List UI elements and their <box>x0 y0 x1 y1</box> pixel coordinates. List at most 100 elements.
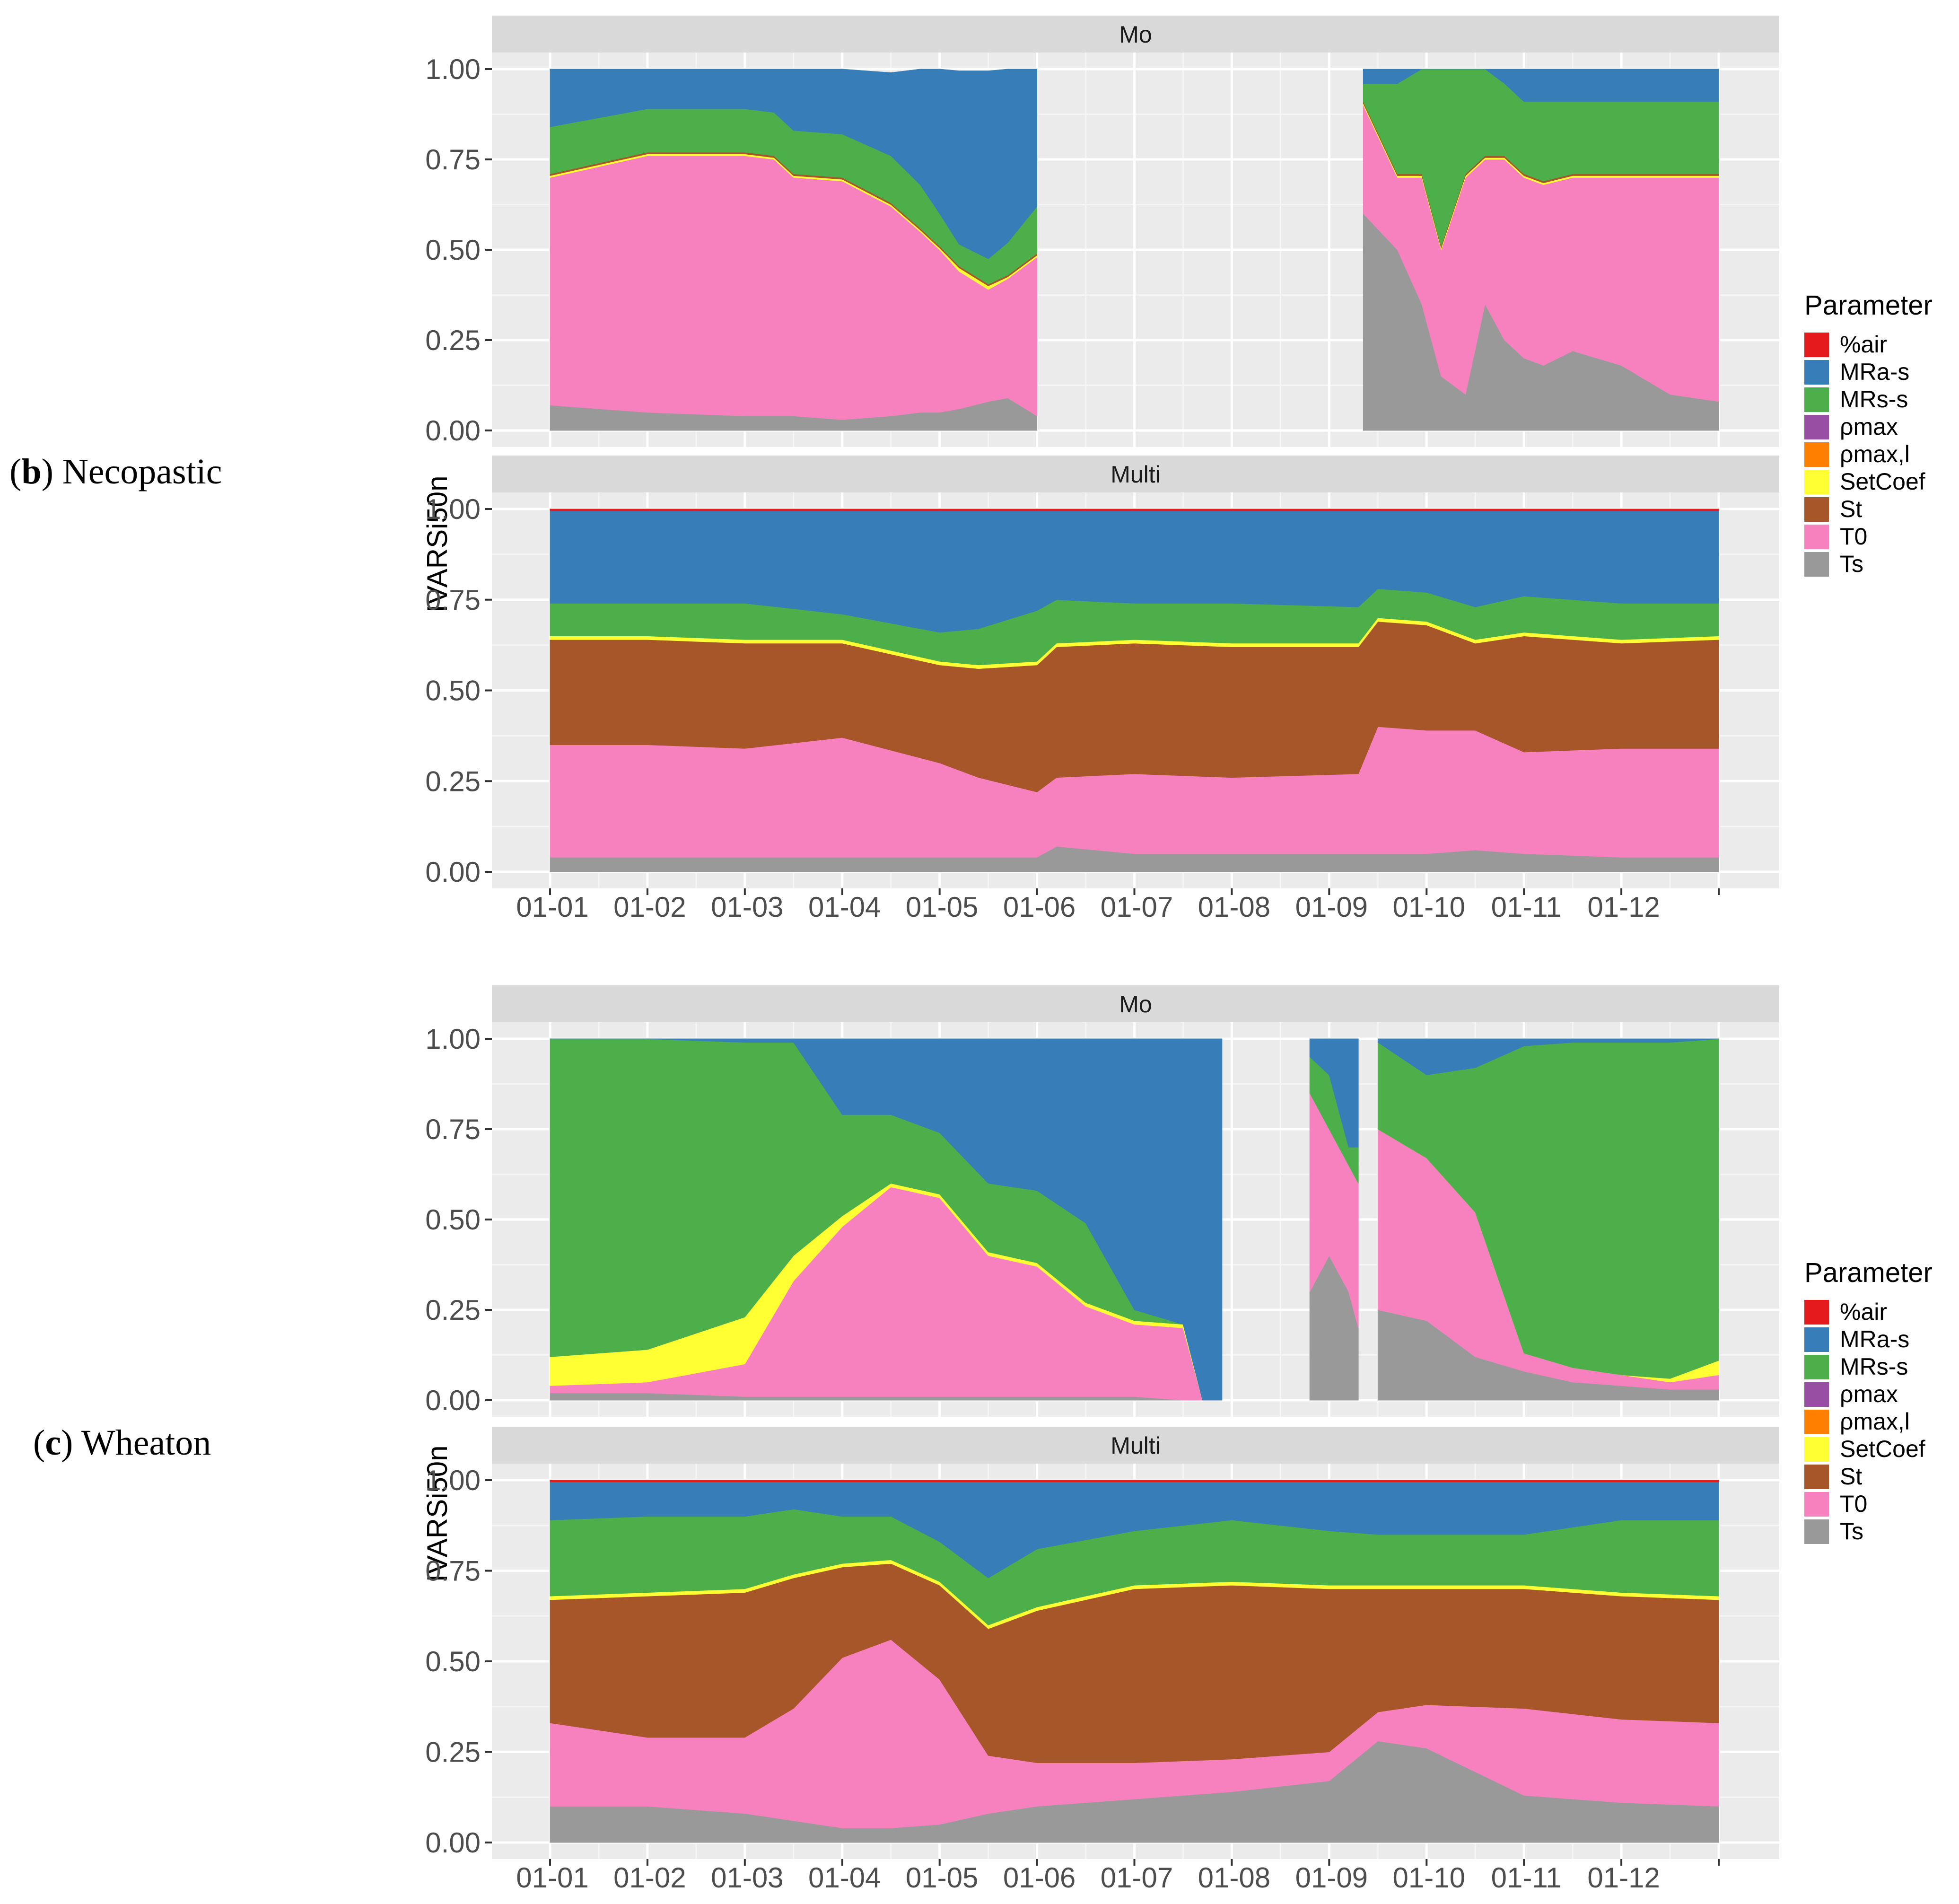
series-area-mra-s-seg0 <box>550 1038 1223 1401</box>
x-tick-label: 01-05 <box>906 1862 978 1894</box>
chart-0: (b) Necopastic IVARSi50n Mo 0.00 0.25 0.50 0.7… <box>9 16 1933 923</box>
panel-multi: Multi 0.00 0.25 0.50 0.75 1.00 01-01 01-02 01-03… <box>425 1427 1779 1894</box>
panel-mo: Mo 0.00 0.25 0.50 0.75 1.00 <box>425 985 1779 1417</box>
legend-item-label: St <box>1840 1463 1862 1490</box>
legend: Parameter %airMRa-sMRs-sρmaxρmax,lSetCoef… <box>1804 290 1933 577</box>
x-tick-label: 01-09 <box>1295 1862 1368 1894</box>
x-tick-label: 01-12 <box>1587 1862 1660 1894</box>
y-tick-label: 1.00 <box>425 53 481 85</box>
x-tick-label: 01-07 <box>1101 891 1173 923</box>
legend-swatch <box>1804 1519 1829 1544</box>
x-tick-label: 01-08 <box>1198 891 1270 923</box>
panel-multi: Multi 0.00 0.25 0.50 0.75 1.00 01-01 01-02 01-03… <box>425 456 1779 923</box>
legend: Parameter %airMRa-sMRs-sρmaxρmax,lSetCoef… <box>1804 1257 1933 1544</box>
x-tick-label: 01-02 <box>613 1862 686 1894</box>
legend-item-label: %air <box>1840 331 1887 358</box>
x-tick-label: 01-06 <box>1003 891 1076 923</box>
legend-item-label: MRa-s <box>1840 1326 1909 1352</box>
legend-item-label: %air <box>1840 1299 1887 1325</box>
legend-title: Parameter <box>1804 290 1933 321</box>
legend-swatch <box>1804 1300 1829 1325</box>
legend-swatch <box>1804 333 1829 357</box>
legend-item-label: ρmax <box>1840 413 1898 440</box>
y-axis-title: IVARSi50n <box>421 1445 453 1582</box>
y-tick-label: 0.25 <box>425 765 481 797</box>
y-tick-label: 1.00 <box>425 1465 481 1496</box>
x-tick-label: 01-11 <box>1491 891 1562 923</box>
x-tick-label: 01-03 <box>711 1862 783 1894</box>
y-tick-label: 0.75 <box>425 1555 481 1587</box>
legend-swatch <box>1804 1465 1829 1489</box>
y-tick-label: 0.75 <box>425 1114 481 1145</box>
legend-item-label: ρmax,l <box>1840 441 1910 467</box>
legend-item-label: Ts <box>1840 551 1863 577</box>
legend-swatch <box>1804 525 1829 549</box>
y-tick-label: 0.25 <box>425 1737 481 1768</box>
facet-strip <box>492 16 1779 53</box>
chart-1: (c) Wheaton IVARSi50n Mo 0.00 0.25 0.50 0.75 1.… <box>33 985 1933 1894</box>
legend-swatch <box>1804 1327 1829 1352</box>
series-area-mra-s-seg0 <box>550 69 1038 259</box>
y-axis-title: IVARSi50n <box>421 475 453 612</box>
x-tick-label: 01-02 <box>613 891 686 923</box>
y-tick-label: 0.50 <box>425 1646 481 1677</box>
series-area-mra-s-seg1 <box>1309 1038 1359 1148</box>
x-tick-label: 01-07 <box>1101 1862 1173 1894</box>
x-tick-label: 01-04 <box>808 1862 881 1894</box>
facet-strip-label: Mo <box>1119 991 1152 1018</box>
legend-item-label: ρmax <box>1840 1381 1898 1407</box>
legend-swatch <box>1804 552 1829 577</box>
facet-strip <box>492 1427 1779 1464</box>
x-tick-label: 01-05 <box>906 891 978 923</box>
series-area-air-seg0 <box>550 1480 1719 1483</box>
legend-item-label: MRs-s <box>1840 386 1908 412</box>
y-tick-label: 0.25 <box>425 325 481 356</box>
legend-swatch <box>1804 1355 1829 1379</box>
y-tick-label: 0.75 <box>425 144 481 175</box>
y-tick-label: 1.00 <box>425 1023 481 1055</box>
legend-title: Parameter <box>1804 1257 1933 1288</box>
legend-item-label: MRs-s <box>1840 1353 1908 1380</box>
legend-swatch <box>1804 442 1829 467</box>
row-label: (b) Necopastic <box>9 452 222 491</box>
facet-strip-label: Multi <box>1111 1432 1161 1459</box>
x-tick-label: 01-12 <box>1587 891 1660 923</box>
legend-swatch <box>1804 1410 1829 1434</box>
panel-mo: Mo 0.00 0.25 0.50 0.75 1.00 <box>425 16 1779 447</box>
x-tick-label: 01-09 <box>1295 891 1368 923</box>
legend-swatch <box>1804 497 1829 522</box>
y-tick-label: 1.00 <box>425 493 481 525</box>
legend-item-label: MRa-s <box>1840 359 1909 385</box>
legend-item-label: SetCoef <box>1840 1436 1925 1462</box>
y-tick-label: 0.50 <box>425 234 481 266</box>
legend-swatch <box>1804 415 1829 439</box>
legend-item-label: SetCoef <box>1840 468 1925 495</box>
x-tick-label: 01-06 <box>1003 1862 1076 1894</box>
x-tick-label: 01-03 <box>711 891 783 923</box>
y-tick-label: 0.00 <box>425 1385 481 1416</box>
series-area-air-seg0 <box>550 509 1719 511</box>
series-area-mra-s-seg2 <box>1377 1038 1719 1075</box>
facet-strip-label: Mo <box>1119 21 1152 48</box>
x-tick-label: 01-01 <box>516 891 588 923</box>
x-tick-label: 01-11 <box>1491 1862 1562 1894</box>
y-tick-label: 0.00 <box>425 1827 481 1859</box>
series-area-mra-s-seg1 <box>1363 69 1719 102</box>
row-label: (c) Wheaton <box>33 1423 211 1463</box>
y-tick-label: 0.50 <box>425 675 481 707</box>
y-tick-label: 0.75 <box>425 584 481 616</box>
legend-item-label: St <box>1840 496 1862 522</box>
y-tick-label: 0.25 <box>425 1294 481 1326</box>
facet-strip <box>492 985 1779 1022</box>
x-tick-label: 01-01 <box>516 1862 588 1894</box>
legend-item-label: ρmax,l <box>1840 1408 1910 1435</box>
x-tick-label: 01-08 <box>1198 1862 1270 1894</box>
y-tick-label: 0.50 <box>425 1204 481 1236</box>
legend-swatch <box>1804 387 1829 412</box>
facet-strip <box>492 456 1779 492</box>
legend-item-label: T0 <box>1840 1491 1867 1517</box>
y-tick-label: 0.00 <box>425 856 481 888</box>
legend-swatch <box>1804 1382 1829 1407</box>
x-tick-label: 01-04 <box>808 891 881 923</box>
